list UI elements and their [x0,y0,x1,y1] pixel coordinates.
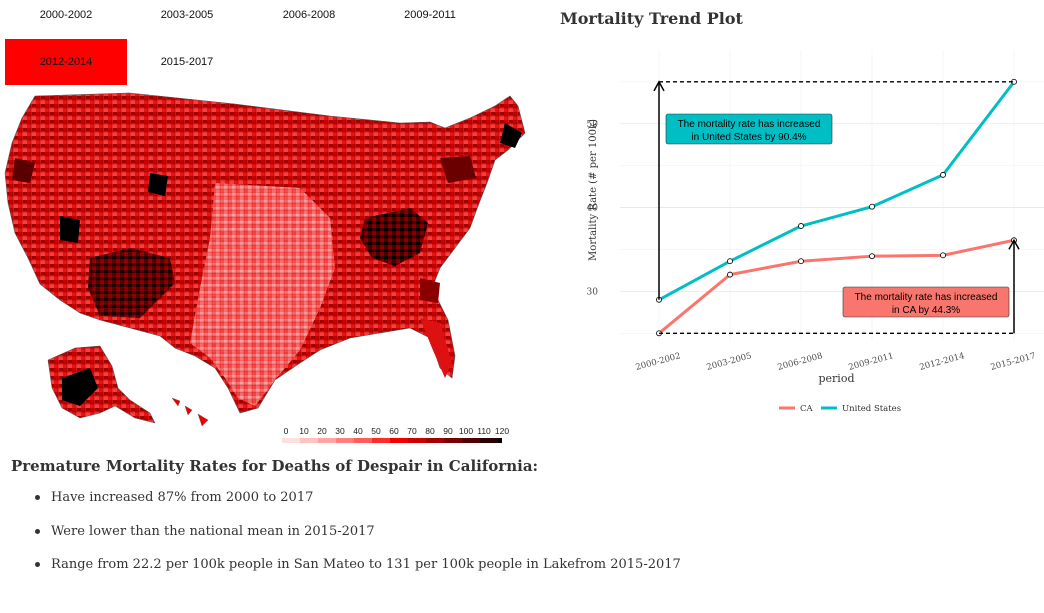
description-title: Premature Mortality Rates for Deaths of … [11,457,539,475]
series-line [658,238,1015,335]
list-item: Have increased 87% from 2000 to 2017 [35,486,681,520]
legend-swatch [498,438,502,443]
legend-swatch [408,438,426,443]
legend-swatch [390,438,408,443]
legend-swatch [426,438,444,443]
trend-plot-title: Mortality Trend Plot [560,9,743,28]
list-item: Were lower than the national mean in 201… [35,520,681,554]
tab-2006-2008[interactable]: 2006-2008 [282,9,336,21]
description-list: Have increased 87% from 2000 to 2017 Wer… [35,486,681,587]
data-point [869,203,875,210]
legend-tick-label: 90 [443,426,453,436]
annotation-us: The mortality rate has increased in Unite… [665,113,833,145]
legend-tick-label: 60 [389,426,399,436]
data-point [940,252,946,259]
legend-tick-label: 50 [371,426,381,436]
map-legend-bar [282,438,502,443]
data-point [869,253,875,260]
arrow-us-head [653,80,665,92]
svg-text:The mortality rate has increas: The mortality rate has increased [678,119,821,130]
legend-swatch [282,438,300,443]
x-tick-label: 2003-2005 [706,351,753,373]
y-tick-label: 40 [587,204,599,214]
period-tabs: 2000-2002 2003-2005 2006-2008 2009-2011 … [0,0,500,90]
tab-2012-2014[interactable]: 2012-2014 [5,39,127,85]
x-tick-label: 2000-2002 [635,351,682,373]
legend-tick-label: 40 [353,426,363,436]
data-point [727,258,733,265]
data-point [798,223,804,229]
x-tick-label: 2012-2014 [919,351,966,373]
annotation-ca: The mortality rate has increased in CA by… [842,286,1010,318]
legend-tick-label: 110 [477,426,491,436]
legend-swatch [318,438,336,443]
legend-tick-label: 80 [425,426,435,436]
tab-2015-2017[interactable]: 2015-2017 [160,56,214,68]
data-point [727,271,733,278]
legend-swatch [372,438,390,443]
legend-tick-label: 0 [283,426,289,436]
legend-swatch [336,438,354,443]
legend-tick-label: 20 [317,426,327,436]
svg-text:The mortality rate has increas: The mortality rate has increased [855,292,998,303]
list-item: Range from 22.2 per 100k people in San M… [35,553,681,587]
data-point [940,171,946,178]
svg-text:in CA by 44.3%: in CA by 44.3% [892,305,960,316]
legend-swatch [300,438,318,443]
legend-label: CA [800,404,814,414]
legend-tick-label: 10 [299,426,309,436]
x-tick-label: 2009-2011 [848,351,895,373]
legend-swatch [462,438,480,443]
legend-tick-label: 30 [335,426,345,436]
x-tick-label: 2015-2017 [990,351,1037,373]
legend-label: United States [842,404,901,414]
hawaii [171,397,209,427]
y-tick-label: 50 [587,120,599,130]
legend-swatch [444,438,462,443]
us-county-map[interactable] [0,88,540,443]
legend-swatch [354,438,372,443]
svg-text:in United States by 90.4%: in United States by 90.4% [691,132,806,143]
tab-2003-2005[interactable]: 2003-2005 [160,9,214,21]
y-axis-label: Mortality Rate (# per 100k) [588,119,599,261]
legend-tick-label: 100 [458,426,474,436]
legend-tick-label: 70 [407,426,417,436]
mortality-trend-chart: 30 40 50 Mortality Rate (# per 100k) 2000-20… [560,40,1044,425]
tab-2009-2011[interactable]: 2009-2011 [404,9,456,21]
arrow-ca-head [1008,238,1020,250]
legend-swatch [480,438,498,443]
x-tick-label: 2006-2008 [777,351,824,373]
y-tick-label: 30 [587,287,599,297]
tab-2000-2002[interactable]: 2000-2002 [39,9,93,21]
legend-tick-label: 120 [494,426,510,436]
data-point [798,258,804,265]
series-line [658,80,1016,302]
x-axis-label: period [819,372,855,385]
